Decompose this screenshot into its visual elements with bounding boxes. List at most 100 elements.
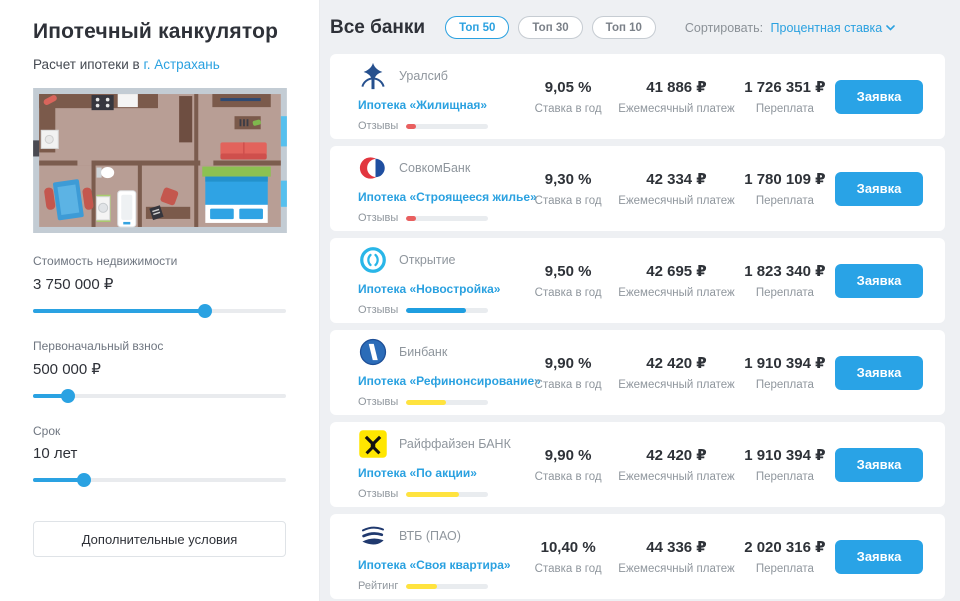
apply-button[interactable]: Заявка xyxy=(835,539,924,574)
term-label: Срок xyxy=(33,424,61,438)
bank-card: Бинбанк Ипотека «Рефинонсирование» Отзыв… xyxy=(330,330,945,415)
bank-info: Уралсиб Ипотека «Жилищная» Отзывы xyxy=(358,61,518,132)
bank-info: Бинбанк Ипотека «Рефинонсирование» Отзыв… xyxy=(358,337,541,408)
rate-stat: 10,40 % Ставка в год xyxy=(534,538,602,575)
apply-button[interactable]: Заявка xyxy=(835,79,924,114)
rating-bar xyxy=(406,583,489,589)
bank-name: Райффайзен БАНК xyxy=(399,437,511,451)
city-link[interactable]: г. Астрахань xyxy=(143,57,220,72)
banks-panel: Все банки Топ 50 Топ 30 Топ 10 Сортирова… xyxy=(320,0,960,601)
bar-label: Отзывы xyxy=(358,212,399,224)
payment-stat: 42 420 ₽ Ежемесячный платеж xyxy=(618,447,735,483)
down-payment-group: Первоначальный взнос 500 000 ₽ xyxy=(33,339,286,403)
overpayment-stat: 1 823 340 ₽ Переплата xyxy=(744,263,826,299)
bank-info: ВТБ (ПАО) Ипотека «Своя квартира» Рейтин… xyxy=(358,521,518,592)
bank-card: Уралсиб Ипотека «Жилищная» Отзывы 9,05 %… xyxy=(330,54,945,139)
bank-name: Бинбанк xyxy=(399,345,448,359)
slider-thumb[interactable] xyxy=(198,304,213,318)
slider-thumb[interactable] xyxy=(61,389,76,403)
mortgage-product-link[interactable]: Ипотека «Своя квартира» xyxy=(358,558,511,572)
bar-label: Отзывы xyxy=(358,488,399,500)
rate-stat: 9,90 % Ставка в год xyxy=(534,354,602,391)
bank-card: Открытие Ипотека «Новостройка» Отзывы 9,… xyxy=(330,238,945,323)
floor-plan-image xyxy=(33,88,287,233)
bank-name: ВТБ (ПАО) xyxy=(399,529,461,543)
mortgage-product-link[interactable]: Ипотека «Жилищная» xyxy=(358,98,488,112)
subtitle: Расчет ипотеки в г. Астрахань xyxy=(33,57,286,72)
down-payment-slider[interactable] xyxy=(33,389,286,403)
mortgage-product-link[interactable]: Ипотека «По акции» xyxy=(358,466,477,480)
chip-top-10[interactable]: Топ 10 xyxy=(591,16,656,39)
reviews-bar xyxy=(406,491,489,497)
bank-name: Открытие xyxy=(399,253,456,267)
slider-fill xyxy=(33,394,69,398)
term-slider[interactable] xyxy=(33,473,286,487)
property-price-slider[interactable] xyxy=(33,304,286,318)
rate-stat: 9,90 % Ставка в год xyxy=(534,446,602,483)
slider-fill xyxy=(33,478,84,482)
subtitle-text: Расчет ипотеки в xyxy=(33,57,140,72)
chevron-down-icon xyxy=(886,24,896,31)
mortgage-product-link[interactable]: Ипотека «Рефинонсирование» xyxy=(358,374,541,388)
term-value: 10 лет xyxy=(33,445,78,462)
rate-stat: 9,50 % Ставка в год xyxy=(534,262,602,299)
bar-label: Отзывы xyxy=(358,304,399,316)
payment-stat: 42 420 ₽ Ежемесячный платеж xyxy=(618,355,735,391)
otkritie-logo-icon xyxy=(360,247,386,273)
bank-card: СовкомБанк Ипотека «Строящееся жилье» От… xyxy=(330,146,945,231)
property-price-group: Стоимость недвижимости 3 750 000 ₽ xyxy=(33,254,286,318)
overpayment-stat: 2 020 316 ₽ Переплата xyxy=(744,539,826,575)
apply-button[interactable]: Заявка xyxy=(835,171,924,206)
raiffeisen-logo-icon xyxy=(359,430,387,458)
down-payment-label: Первоначальный взнос xyxy=(33,339,164,353)
sort-value[interactable]: Процентная ставка xyxy=(771,21,896,35)
bank-card: ВТБ (ПАО) Ипотека «Своя квартира» Рейтин… xyxy=(330,514,945,599)
overpayment-stat: 1 910 394 ₽ Переплата xyxy=(744,355,826,391)
overpayment-stat: 1 780 109 ₽ Переплата xyxy=(744,171,826,207)
mortgage-product-link[interactable]: Ипотека «Строящееся жилье» xyxy=(358,190,537,204)
slider-track[interactable] xyxy=(33,478,286,482)
reviews-bar xyxy=(406,399,489,405)
bar-label: Отзывы xyxy=(358,396,399,408)
bar-label: Отзывы xyxy=(358,120,399,132)
rate-stat: 9,05 % Ставка в год xyxy=(534,78,602,115)
bank-name: Уралсиб xyxy=(399,69,448,83)
payment-stat: 42 334 ₽ Ежемесячный платеж xyxy=(618,171,735,207)
bar-label: Рейтинг xyxy=(358,580,399,592)
sort-control: Сортировать: Процентная ставка xyxy=(685,21,896,35)
property-price-label: Стоимость недвижимости xyxy=(33,254,178,268)
bank-name: СовкомБанк xyxy=(399,161,471,175)
vtb-logo-icon xyxy=(362,526,384,545)
property-price-value: 3 750 000 ₽ xyxy=(33,276,114,293)
reviews-bar xyxy=(406,123,489,129)
bank-info: Открытие Ипотека «Новостройка» Отзывы xyxy=(358,245,518,316)
panel-header: Все банки Топ 50 Топ 30 Топ 10 Сортирова… xyxy=(330,16,945,39)
binbank-logo-icon xyxy=(359,338,387,366)
term-group: Срок 10 лет xyxy=(33,424,286,487)
slider-thumb[interactable] xyxy=(76,473,91,487)
reviews-bar xyxy=(406,307,489,313)
payment-stat: 42 695 ₽ Ежемесячный платеж xyxy=(618,263,735,299)
sidebar: Ипотечный канкулятор Расчет ипотеки в г.… xyxy=(0,0,320,601)
apply-button[interactable]: Заявка xyxy=(835,355,924,390)
extra-conditions-button[interactable]: Дополнительные условия xyxy=(33,521,286,557)
sovcombank-logo-icon xyxy=(359,157,386,179)
chip-top-30[interactable]: Топ 30 xyxy=(518,16,583,39)
slider-track[interactable] xyxy=(33,394,286,398)
apply-button[interactable]: Заявка xyxy=(835,447,924,482)
apply-button[interactable]: Заявка xyxy=(835,263,924,298)
chip-top-50[interactable]: Топ 50 xyxy=(445,16,510,39)
payment-stat: 41 886 ₽ Ежемесячный платеж xyxy=(618,79,735,115)
mortgage-product-link[interactable]: Ипотека «Новостройка» xyxy=(358,282,501,296)
down-payment-value: 500 000 ₽ xyxy=(33,361,101,378)
overpayment-stat: 1 726 351 ₽ Переплата xyxy=(744,79,826,115)
bank-card: Райффайзен БАНК Ипотека «По акции» Отзыв… xyxy=(330,422,945,507)
payment-stat: 44 336 ₽ Ежемесячный платеж xyxy=(618,539,735,575)
overpayment-stat: 1 910 394 ₽ Переплата xyxy=(744,447,826,483)
slider-fill xyxy=(33,309,206,313)
rate-stat: 9,30 % Ставка в год xyxy=(534,170,602,207)
bank-info: Райффайзен БАНК Ипотека «По акции» Отзыв… xyxy=(358,429,518,500)
page-title: Ипотечный канкулятор xyxy=(33,20,279,43)
bank-info: СовкомБанк Ипотека «Строящееся жилье» От… xyxy=(358,153,537,224)
uralsib-logo-icon xyxy=(361,62,385,90)
